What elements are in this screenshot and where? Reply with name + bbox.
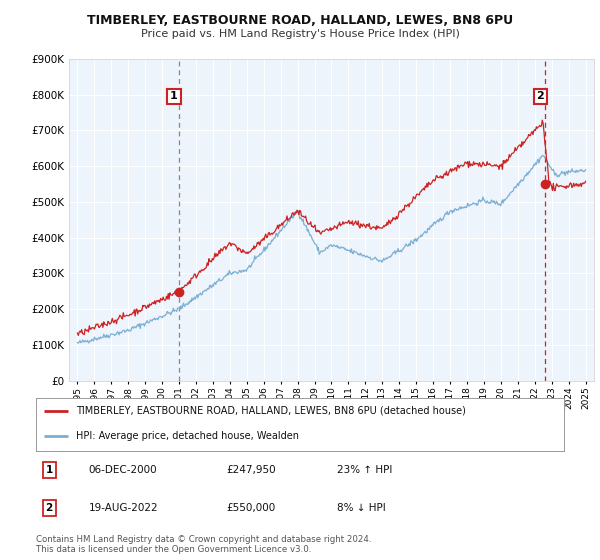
Text: TIMBERLEY, EASTBOURNE ROAD, HALLAND, LEWES, BN8 6PU: TIMBERLEY, EASTBOURNE ROAD, HALLAND, LEW… xyxy=(87,14,513,27)
Text: 2: 2 xyxy=(536,91,544,101)
Text: Contains HM Land Registry data © Crown copyright and database right 2024.
This d: Contains HM Land Registry data © Crown c… xyxy=(36,535,371,554)
Text: 1: 1 xyxy=(46,465,53,475)
Text: 2: 2 xyxy=(46,503,53,513)
Text: 06-DEC-2000: 06-DEC-2000 xyxy=(89,465,157,475)
Text: 8% ↓ HPI: 8% ↓ HPI xyxy=(337,503,386,513)
Text: TIMBERLEY, EASTBOURNE ROAD, HALLAND, LEWES, BN8 6PU (detached house): TIMBERLEY, EASTBOURNE ROAD, HALLAND, LEW… xyxy=(76,406,466,416)
Text: 1: 1 xyxy=(170,91,178,101)
Text: £247,950: £247,950 xyxy=(226,465,276,475)
Text: HPI: Average price, detached house, Wealden: HPI: Average price, detached house, Weal… xyxy=(76,431,299,441)
Text: Price paid vs. HM Land Registry's House Price Index (HPI): Price paid vs. HM Land Registry's House … xyxy=(140,29,460,39)
Text: 19-AUG-2022: 19-AUG-2022 xyxy=(89,503,158,513)
Text: £550,000: £550,000 xyxy=(226,503,275,513)
Text: 23% ↑ HPI: 23% ↑ HPI xyxy=(337,465,392,475)
